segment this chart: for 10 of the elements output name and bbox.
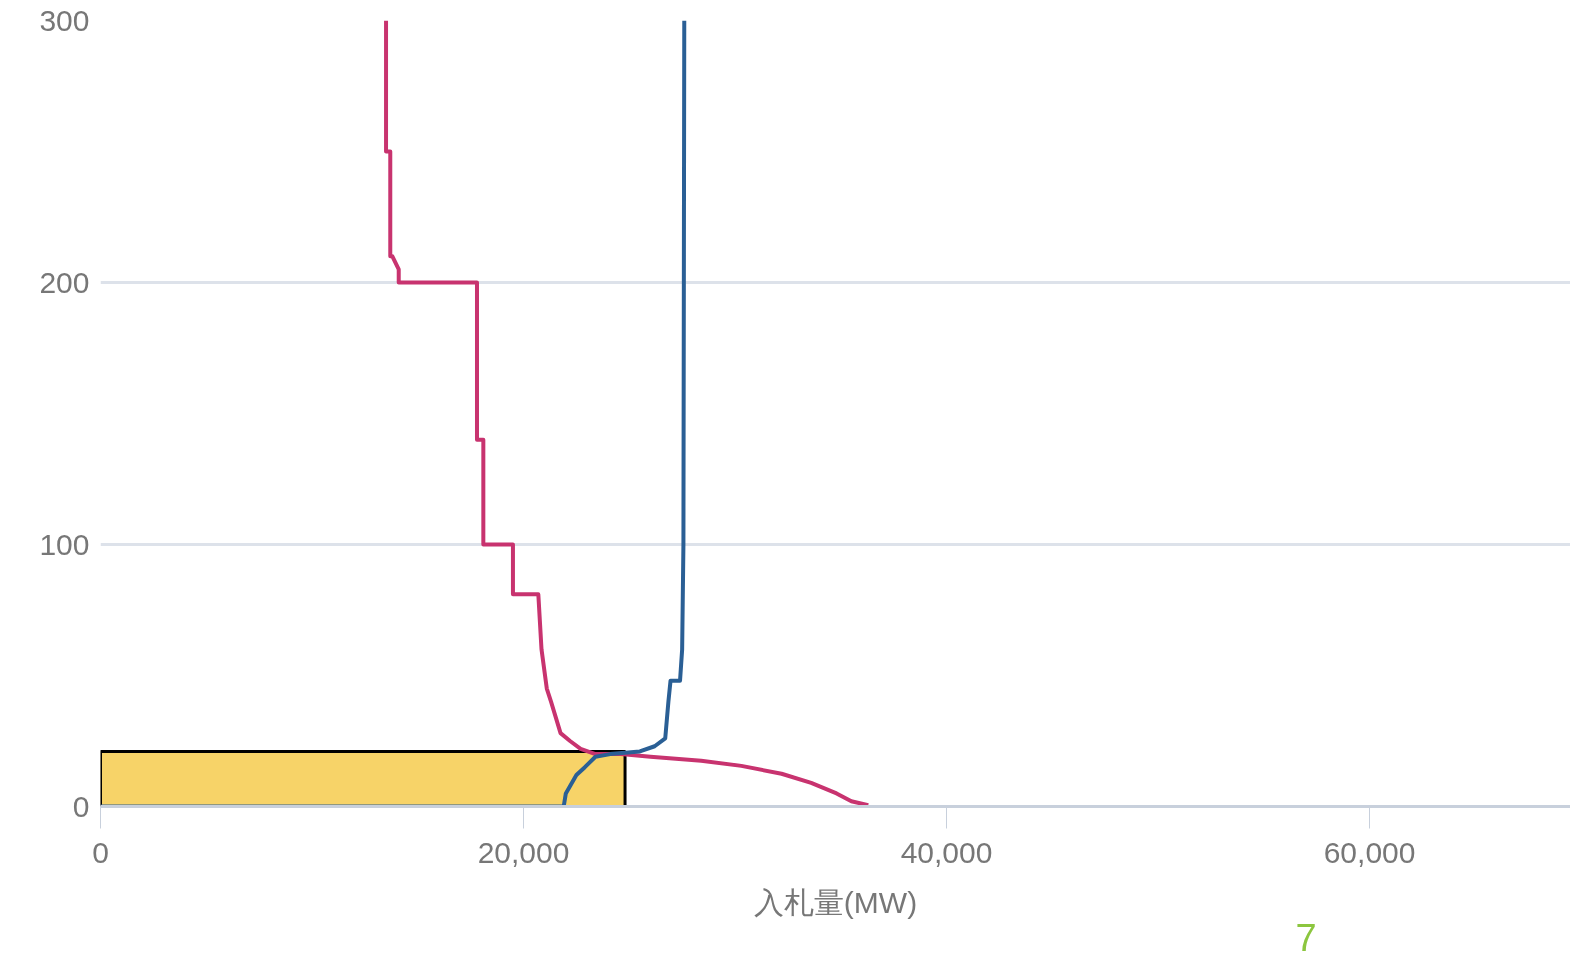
y-tick-label: 100 [39,527,90,561]
x-tick-label: 20,000 [477,835,570,869]
x-tick-label: 60,000 [1323,835,1416,869]
x-axis-title: 入札量(MW) [753,885,918,919]
y-tick-label: 0 [72,789,90,823]
x-tick-label: 40,000 [900,835,993,869]
text: 7 [1295,916,1317,956]
y-tick-label: 200 [39,265,90,299]
y-tick-label: 300 [39,3,90,37]
line-series [384,20,871,807]
